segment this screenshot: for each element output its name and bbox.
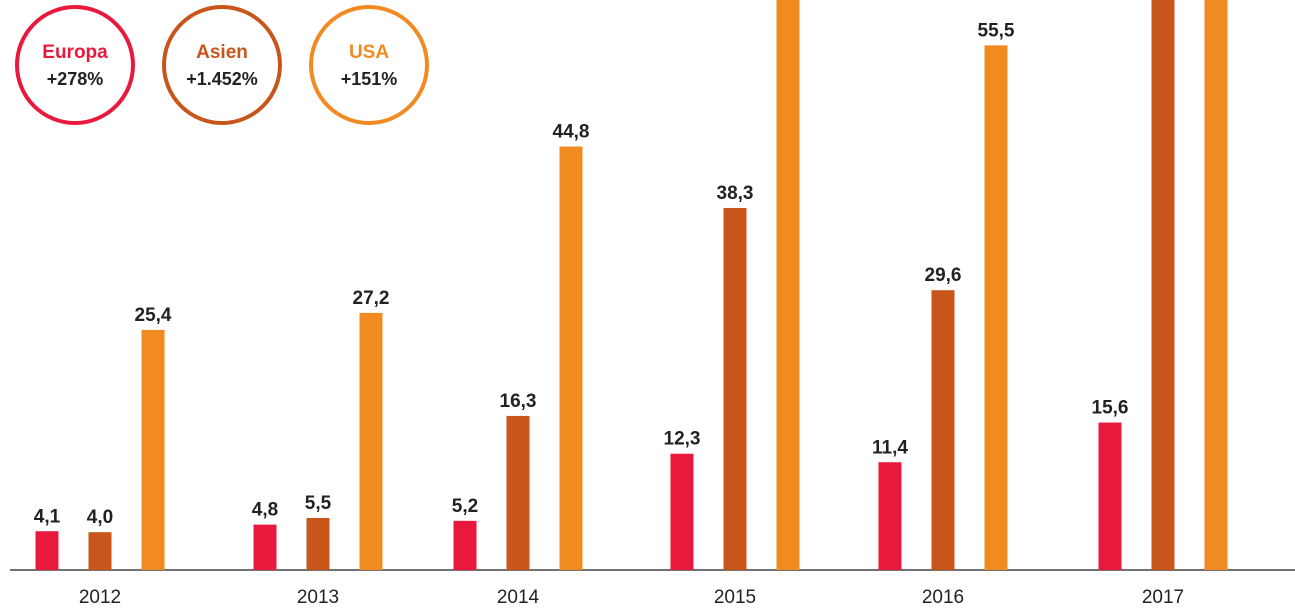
value-label: 25,4 bbox=[135, 305, 172, 326]
legend-circle bbox=[15, 5, 135, 125]
legend-circle bbox=[309, 5, 429, 125]
legend-change: +151% bbox=[341, 69, 398, 89]
x-tick-label: 2013 bbox=[297, 587, 339, 608]
value-label: 38,3 bbox=[717, 183, 754, 204]
value-label: 4,1 bbox=[34, 506, 61, 527]
value-label: 12,3 bbox=[664, 429, 701, 450]
bar bbox=[306, 518, 330, 570]
value-label: 55,5 bbox=[978, 20, 1015, 41]
value-label: 5,5 bbox=[305, 493, 332, 514]
bar bbox=[253, 524, 277, 570]
bar bbox=[1098, 422, 1122, 570]
value-label: 4,8 bbox=[252, 500, 278, 521]
bar bbox=[670, 453, 694, 570]
bar bbox=[776, 0, 800, 571]
bar bbox=[984, 45, 1008, 571]
x-tick-label: 2016 bbox=[922, 587, 964, 608]
value-label: 15,6 bbox=[1092, 398, 1129, 419]
bar bbox=[35, 531, 59, 570]
value-label: 11,4 bbox=[872, 437, 908, 458]
value-label: 27,2 bbox=[353, 288, 390, 309]
bar bbox=[506, 415, 530, 570]
bar bbox=[359, 312, 383, 570]
bar bbox=[141, 329, 165, 570]
legend-name: Europa bbox=[42, 42, 108, 63]
legend-change: +278% bbox=[47, 69, 104, 89]
x-tick-label: 2012 bbox=[79, 587, 121, 608]
legend-name: Asien bbox=[196, 42, 248, 63]
x-tick-label: 2017 bbox=[1142, 587, 1184, 608]
bar bbox=[88, 532, 112, 570]
bar bbox=[1204, 0, 1228, 571]
bar bbox=[1151, 0, 1175, 571]
bar bbox=[931, 290, 955, 570]
value-label: 16,3 bbox=[500, 391, 537, 412]
legend-circle bbox=[162, 5, 282, 125]
value-label: 29,6 bbox=[925, 265, 962, 286]
legend-change: +1.452% bbox=[186, 69, 258, 89]
legend-name: USA bbox=[349, 42, 389, 63]
value-label: 4,0 bbox=[87, 507, 113, 528]
x-tick-label: 2014 bbox=[497, 587, 540, 608]
x-tick-label: 2015 bbox=[714, 587, 756, 608]
bar bbox=[878, 462, 902, 570]
bar bbox=[559, 146, 583, 571]
value-label: 44,8 bbox=[553, 122, 590, 143]
bar bbox=[723, 207, 747, 570]
value-label: 5,2 bbox=[452, 496, 478, 517]
bar bbox=[453, 520, 477, 570]
